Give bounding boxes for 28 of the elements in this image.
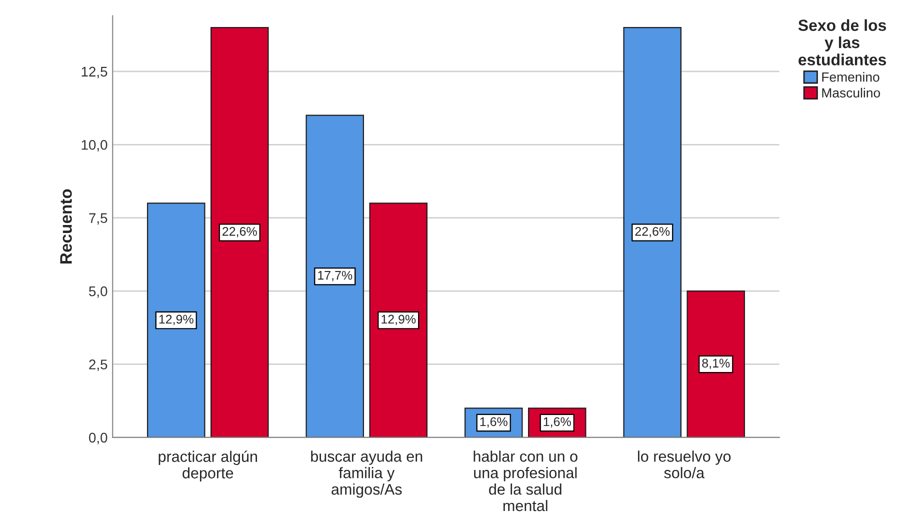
bar (369, 202, 428, 438)
x-tick-label: practicar algún deporte (158, 450, 257, 482)
legend-title: Sexo de los y las estudiantes (798, 19, 886, 66)
y-tick-label: 7,5 (89, 213, 108, 225)
x-tick-label: lo resuelvo yo solo/a (638, 450, 731, 478)
y-tick-label: 5,0 (89, 286, 108, 298)
y-tick-label: 12,5 (82, 66, 108, 78)
x-tick-label: buscar ayuda en familia y amigos/As (311, 450, 422, 498)
bar (146, 202, 206, 438)
y-tick-label: 10,0 (82, 140, 108, 152)
annotation: 22,6% (222, 226, 257, 238)
annotation: 22,6% (635, 226, 670, 238)
annotation: 8,1% (702, 358, 730, 370)
annotation: 17,7% (318, 270, 352, 282)
y-tick-label: 2,5 (89, 360, 108, 372)
bar (210, 26, 269, 438)
legend-label: Femenino (822, 72, 880, 82)
annotation: 1,6% (544, 417, 571, 428)
bar (686, 290, 745, 438)
annotation: 1,6% (480, 417, 508, 428)
annotation: 12,9% (159, 314, 194, 326)
annotation: 12,9% (382, 314, 416, 326)
bar (623, 26, 682, 438)
y-axis-title: Recuento (60, 189, 72, 264)
y-tick-label: 0,0 (89, 432, 108, 444)
x-tick-label: hablar con un o una profesional de la salud mental (474, 450, 578, 512)
legend-label: Masculino (822, 88, 880, 98)
bar (306, 114, 364, 438)
